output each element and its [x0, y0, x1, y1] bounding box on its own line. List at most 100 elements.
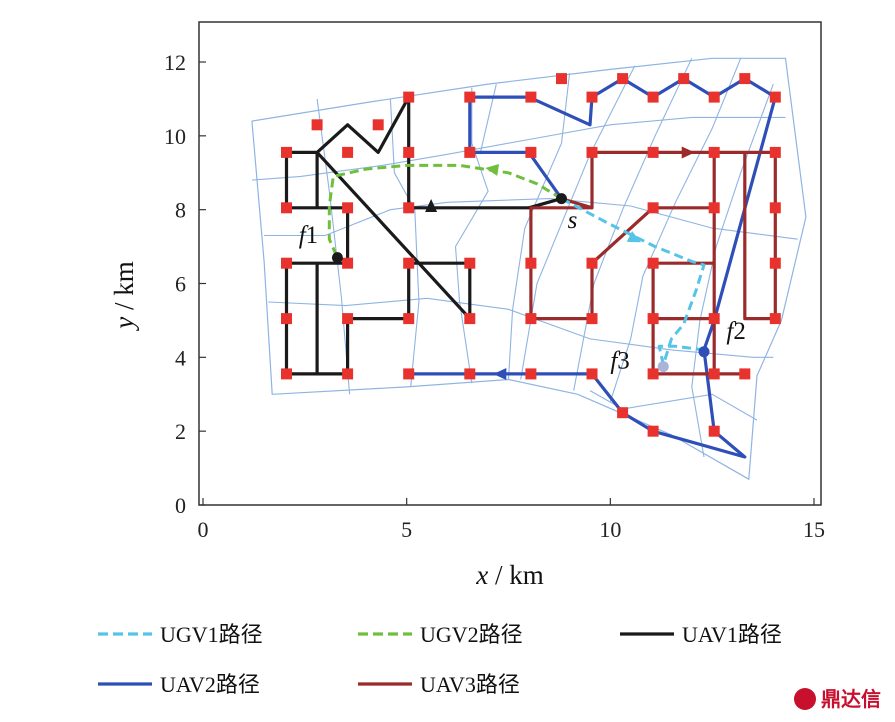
waypoint-markers [281, 73, 781, 437]
waypoint-17 [281, 368, 292, 380]
waypoint-56 [708, 425, 720, 437]
waypoint-49 [708, 313, 720, 325]
legend-item-3: UAV2路径 [98, 672, 260, 697]
plot-frame [198, 21, 822, 506]
waypoint-30 [647, 91, 659, 103]
watermark-logo-icon [794, 688, 816, 710]
waypoint-42 [525, 257, 537, 269]
series-arrow-3-0 [493, 367, 507, 380]
marker-label-0: s [568, 207, 578, 234]
mesh-line-11 [691, 83, 774, 458]
mesh-line-2 [268, 297, 774, 358]
waypoint-29 [617, 73, 629, 85]
waypoint-32 [708, 91, 720, 103]
waypoint-41 [769, 202, 781, 214]
waypoint-33 [739, 73, 751, 85]
legend-label-0: UGV1路径 [160, 622, 263, 647]
marker-dot-1 [331, 252, 343, 264]
waypoint-52 [708, 368, 720, 380]
mesh-line-0 [251, 116, 786, 181]
waypoint-14 [342, 313, 354, 325]
legend-item-2: UAV1路径 [620, 622, 782, 647]
waypoint-51 [647, 368, 659, 380]
legend-label-4: UAV3路径 [420, 672, 520, 697]
marker-dot-3 [657, 361, 669, 373]
legend-label-2: UAV1路径 [682, 622, 782, 647]
waypoint-16 [464, 313, 476, 325]
y-axis-title: y / km [109, 261, 139, 332]
legend-item-1: UGV2路径 [358, 622, 523, 647]
point-markers: s f1 f2 f3 [299, 193, 746, 374]
waypoint-53 [739, 368, 751, 380]
series-line-3 [408, 76, 777, 459]
series-line-2 [284, 95, 562, 376]
y-tick-label-6: 12 [164, 50, 186, 75]
mesh-line-3 [316, 98, 351, 395]
waypoint-25 [464, 146, 476, 158]
waypoint-50 [769, 313, 781, 325]
marker-dot-0 [555, 193, 567, 205]
waypoint-21 [525, 368, 537, 380]
waypoint-43 [586, 257, 598, 269]
marker-dot-2 [698, 346, 710, 358]
mesh-line-7 [507, 73, 571, 380]
waypoint-27 [556, 73, 567, 85]
legend-item-4: UAV3路径 [358, 672, 520, 697]
y-tick-label-1: 2 [175, 419, 186, 444]
waypoint-3 [372, 119, 384, 131]
y-tick-label-2: 4 [175, 345, 186, 370]
x-axis-title: x / km [475, 560, 544, 590]
waypoint-31 [678, 73, 690, 85]
waypoint-15 [403, 313, 415, 325]
waypoint-48 [647, 313, 659, 325]
x-tick-label-1: 5 [401, 517, 412, 542]
waypoint-45 [769, 257, 781, 269]
waypoint-8 [403, 202, 415, 214]
waypoint-24 [525, 91, 537, 103]
waypoint-26 [525, 146, 537, 158]
mesh-line-10 [609, 58, 742, 402]
waypoint-12 [464, 257, 476, 269]
waypoint-2 [342, 146, 354, 158]
y-tick-label-3: 6 [175, 272, 186, 297]
waypoint-5 [403, 146, 415, 158]
x-tick-label-2: 10 [599, 517, 621, 542]
waypoint-11 [403, 257, 415, 269]
waypoint-28 [586, 91, 598, 103]
waypoint-39 [647, 202, 659, 214]
marker-label-1: f1 [299, 222, 318, 249]
axis-ticks: 0 5 10 15 0 2 4 6 8 10 12 [164, 50, 825, 542]
waypoint-37 [708, 146, 720, 158]
series-arrow-2-0 [425, 198, 438, 212]
waypoint-44 [647, 257, 659, 269]
mesh-line-12 [589, 390, 758, 421]
y-tick-label-4: 8 [175, 198, 186, 223]
waypoint-38 [769, 146, 781, 158]
x-tick-label-0: 0 [198, 517, 209, 542]
waypoint-10 [342, 257, 354, 269]
mesh-line-4 [389, 98, 420, 387]
waypoint-36 [647, 146, 659, 158]
waypoint-9 [281, 257, 292, 269]
mesh-line-5 [454, 87, 489, 384]
waypoint-47 [586, 313, 598, 325]
waypoint-22 [586, 368, 598, 380]
terrain-mesh [251, 57, 807, 481]
waypoint-35 [586, 146, 598, 158]
waypoint-1 [311, 119, 323, 131]
waypoint-13 [281, 313, 292, 325]
waypoint-23 [464, 91, 476, 103]
waypoint-55 [647, 425, 659, 437]
waypoint-34 [769, 91, 781, 103]
marker-label-3: f3 [610, 347, 629, 374]
y-tick-label-5: 10 [164, 124, 186, 149]
legend-label-3: UAV2路径 [160, 672, 260, 697]
waypoint-4 [403, 91, 415, 103]
mesh-boundary-0 [251, 57, 807, 481]
waypoint-6 [281, 202, 292, 214]
mesh-line-1 [264, 198, 798, 240]
legend-label-1: UGV2路径 [420, 622, 523, 647]
waypoint-54 [617, 407, 629, 419]
mesh-line-8 [520, 65, 636, 380]
